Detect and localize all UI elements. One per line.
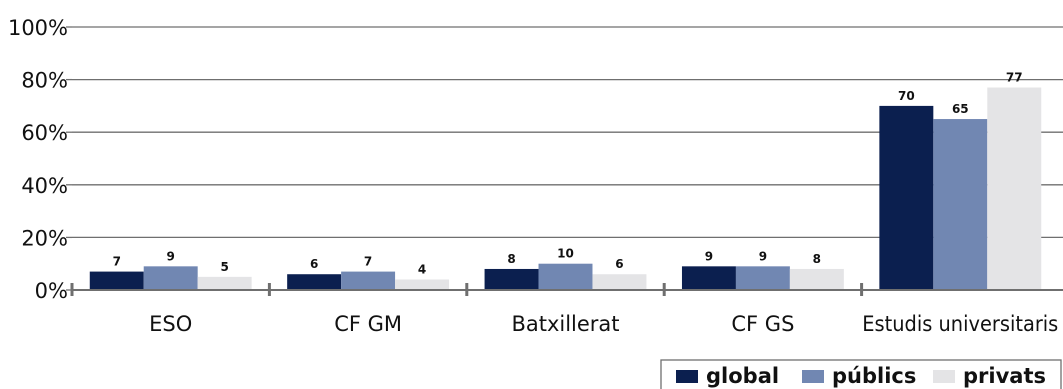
legend-label-global: global bbox=[706, 364, 779, 388]
bar-global-2 bbox=[484, 268, 539, 290]
data-label: 77 bbox=[1006, 70, 1023, 84]
category-label: ESO bbox=[149, 312, 192, 336]
bar-global-4 bbox=[879, 105, 934, 291]
bar-privats-1 bbox=[395, 279, 450, 290]
bar-privats-3 bbox=[789, 268, 844, 290]
data-label: 7 bbox=[113, 255, 121, 269]
category-labels: ESO CF GM Batxillerat CF GS Estudis universi… bbox=[149, 312, 1058, 336]
bar-públics-2 bbox=[538, 263, 593, 290]
y-tick-label: 0% bbox=[35, 279, 68, 303]
data-label: 6 bbox=[615, 257, 623, 271]
bar-públics-4 bbox=[933, 119, 988, 290]
data-label: 5 bbox=[220, 260, 228, 274]
legend-swatch-privats bbox=[933, 370, 955, 383]
legend-box bbox=[660, 359, 1062, 389]
legend-swatch-global bbox=[676, 370, 698, 383]
y-tick-label: 60% bbox=[21, 121, 68, 145]
data-label: 9 bbox=[167, 249, 175, 263]
bar-global-1 bbox=[287, 274, 342, 290]
category-label: CF GS bbox=[731, 312, 794, 336]
category-label: Estudis universitaris bbox=[862, 312, 1058, 336]
bars bbox=[89, 87, 1042, 291]
data-label: 8 bbox=[507, 252, 515, 266]
x-axis bbox=[70, 283, 1063, 296]
bar-privats-2 bbox=[592, 274, 647, 290]
value-labels: 7 9 5 6 7 4 8 10 6 9 9 8 70 65 77 bbox=[113, 70, 1023, 276]
y-tick-label: 20% bbox=[21, 226, 68, 250]
data-label: 65 bbox=[952, 102, 969, 116]
category-label: CF GM bbox=[334, 312, 402, 336]
bar-públics-0 bbox=[143, 266, 198, 290]
data-label: 4 bbox=[418, 262, 426, 276]
data-label: 70 bbox=[898, 89, 915, 103]
legend-label-públics: públics bbox=[832, 364, 916, 388]
bar-privats-4 bbox=[987, 87, 1042, 291]
legend: global públics privats bbox=[660, 359, 1062, 389]
data-label: 9 bbox=[759, 249, 767, 263]
data-label: 9 bbox=[705, 249, 713, 263]
bar-privats-0 bbox=[197, 276, 252, 290]
bar-global-3 bbox=[681, 266, 736, 290]
bar-global-0 bbox=[89, 271, 144, 290]
bar-públics-3 bbox=[735, 266, 790, 290]
y-tick-label: 100% bbox=[8, 16, 68, 40]
legend-label-privats: privats bbox=[963, 364, 1046, 388]
bar-públics-1 bbox=[341, 271, 396, 290]
data-label: 8 bbox=[813, 252, 821, 266]
legend-swatch-públics bbox=[802, 370, 824, 383]
data-label: 10 bbox=[557, 247, 574, 261]
y-tick-label: 40% bbox=[21, 174, 68, 198]
y-tick-label: 80% bbox=[21, 69, 68, 93]
y-axis-ticks: 0% 20% 40% 60% 80% 100% bbox=[8, 16, 72, 303]
data-label: 6 bbox=[310, 257, 318, 271]
data-label: 7 bbox=[364, 255, 372, 269]
category-label: Batxillerat bbox=[511, 312, 619, 336]
